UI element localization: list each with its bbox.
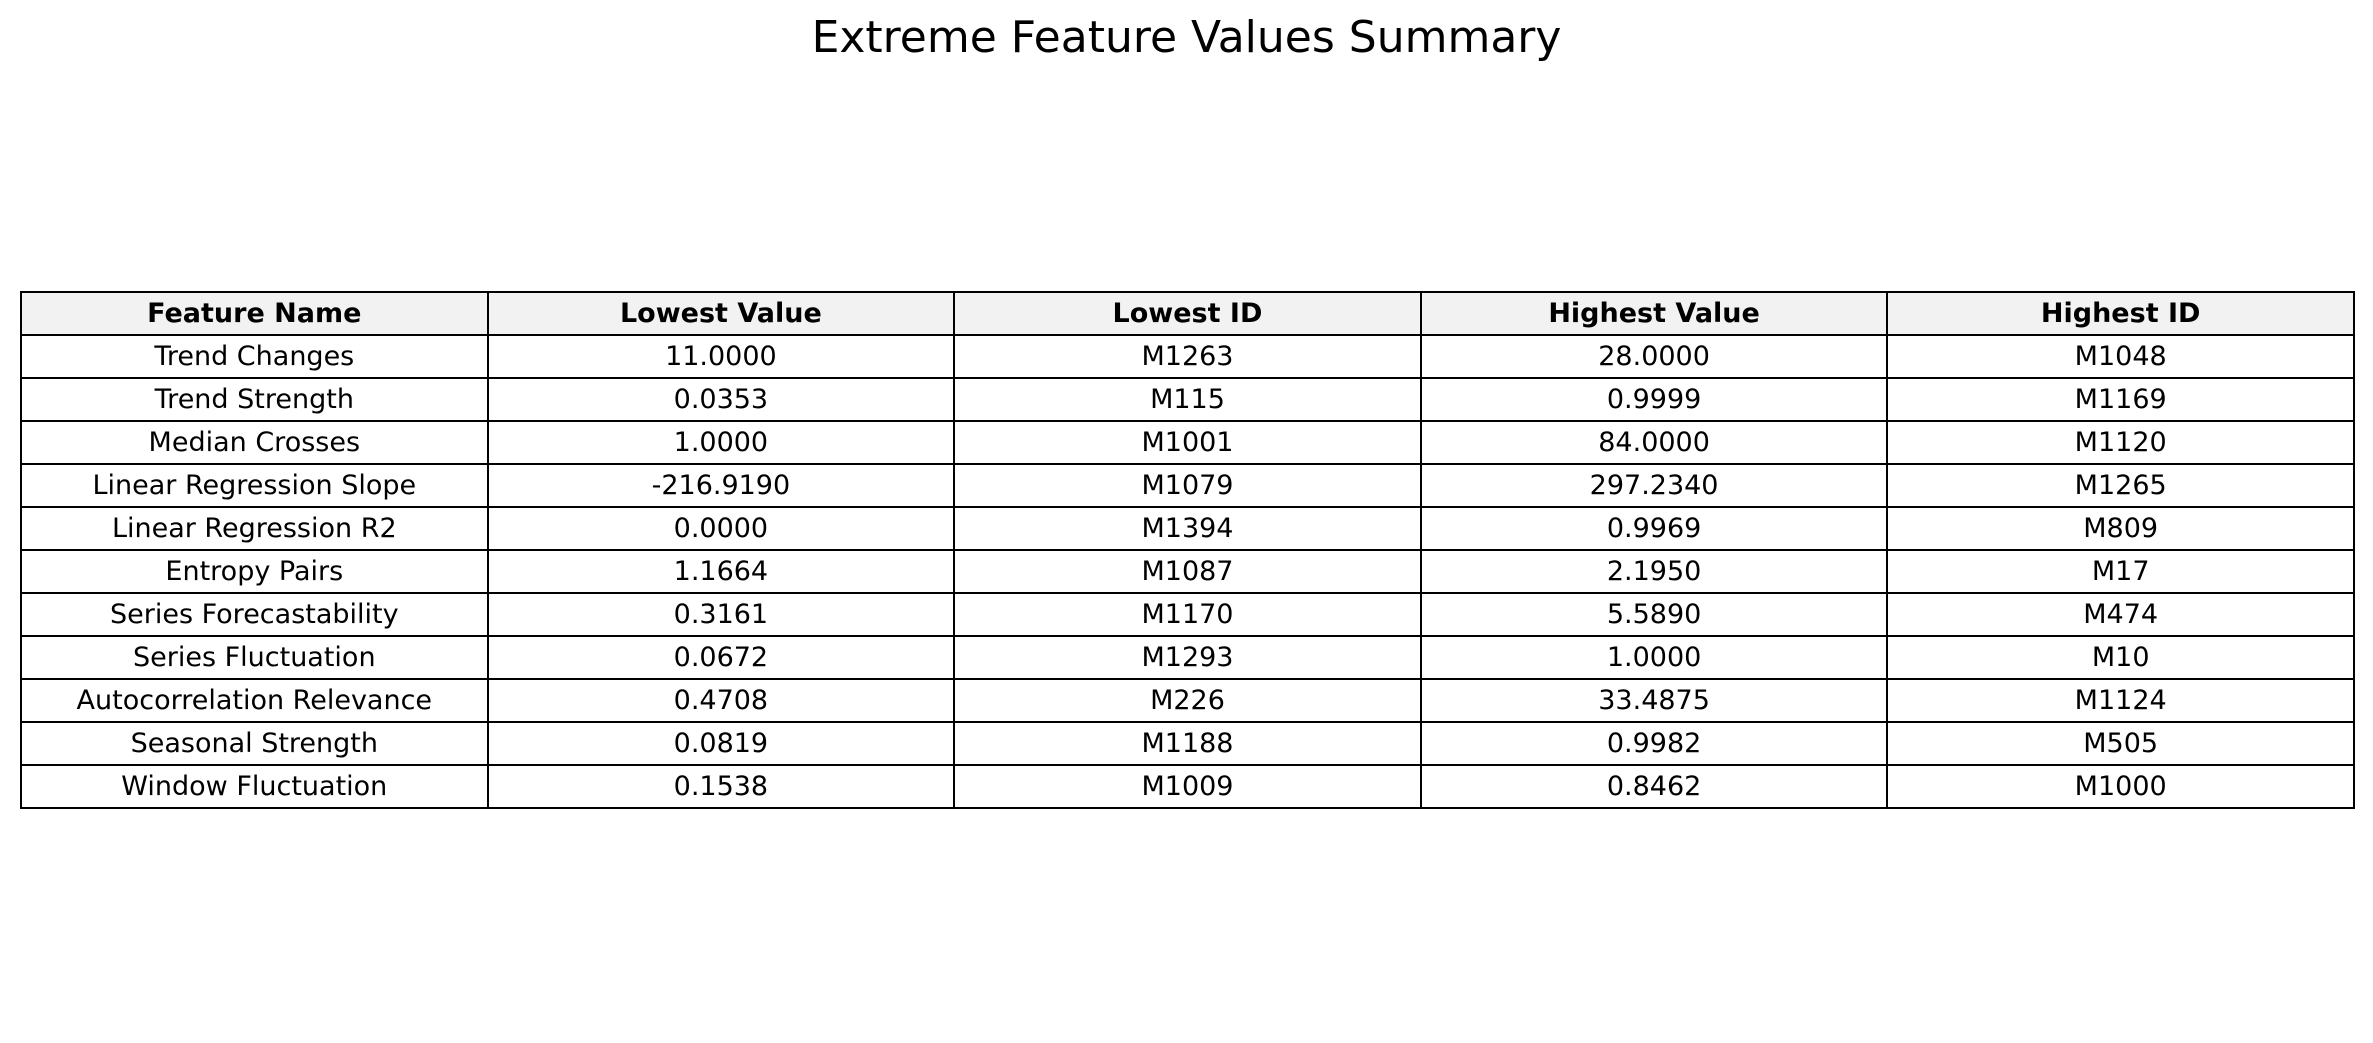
table-body: Trend Changes 11.0000 M1263 28.0000 M1048 Tre… [20,334,2355,809]
table-cell-highest-id: M505 [1886,721,2355,766]
table-row: Median Crosses 1.0000 M1001 84.0000 M1120 [20,420,2355,465]
extreme-feature-values-table: Feature Name Lowest Value Lowest ID Highest… [20,291,2355,809]
table-cell-highest-id: M809 [1886,506,2355,551]
table-cell-lowest-value: -216.9190 [486,463,956,508]
table-cell-lowest-id: M226 [953,678,1422,723]
table-cell-lowest-value: 0.0819 [486,721,956,766]
table-cell-feature-name: Entropy Pairs [20,549,489,594]
table-cell-lowest-value: 1.1664 [486,549,956,594]
table-cell-highest-id: M1169 [1886,377,2355,422]
table-row: Autocorrelation Relevance 0.4708 M226 33.48… [20,678,2355,723]
table-row: Seasonal Strength 0.0819 M1188 0.9982 M505 [20,721,2355,766]
table-cell-lowest-id: M1001 [953,420,1422,465]
column-header-lowest-value: Lowest Value [486,291,956,336]
table-cell-lowest-value: 11.0000 [486,334,956,379]
table-cell-lowest-id: M1293 [953,635,1422,680]
table-row: Entropy Pairs 1.1664 M1087 2.1950 M17 [20,549,2355,594]
table-cell-highest-id: M1124 [1886,678,2355,723]
table-cell-highest-value: 33.4875 [1419,678,1889,723]
table-cell-lowest-id: M115 [953,377,1422,422]
table-cell-lowest-id: M1394 [953,506,1422,551]
table-cell-feature-name: Trend Strength [20,377,489,422]
column-header-highest-value: Highest Value [1419,291,1889,336]
chart-title: Extreme Feature Values Summary [811,12,1562,63]
table-cell-feature-name: Linear Regression Slope [20,463,489,508]
table-cell-lowest-value: 0.0672 [486,635,956,680]
table-cell-highest-id: M1265 [1886,463,2355,508]
table-cell-highest-id: M10 [1886,635,2355,680]
table-row: Series Forecastability 0.3161 M1170 5.5890 M… [20,592,2355,637]
table-cell-highest-value: 1.0000 [1419,635,1889,680]
table-cell-highest-value: 28.0000 [1419,334,1889,379]
table-cell-feature-name: Series Fluctuation [20,635,489,680]
table-cell-feature-name: Median Crosses [20,420,489,465]
table-cell-lowest-value: 1.0000 [486,420,956,465]
table-cell-feature-name: Trend Changes [20,334,489,379]
summary-table-container: Feature Name Lowest Value Lowest ID Highest… [20,291,2355,809]
table-cell-lowest-value: 0.3161 [486,592,956,637]
table-cell-highest-value: 2.1950 [1419,549,1889,594]
table-row: Trend Strength 0.0353 M115 0.9999 M1169 [20,377,2355,422]
table-cell-lowest-id: M1087 [953,549,1422,594]
column-header-feature-name: Feature Name [20,291,489,336]
table-cell-lowest-id: M1009 [953,764,1422,809]
table-cell-highest-value: 84.0000 [1419,420,1889,465]
table-cell-feature-name: Autocorrelation Relevance [20,678,489,723]
table-cell-highest-id: M474 [1886,592,2355,637]
table-cell-highest-id: M1048 [1886,334,2355,379]
table-row: Trend Changes 11.0000 M1263 28.0000 M1048 [20,334,2355,379]
table-cell-lowest-value: 0.4708 [486,678,956,723]
table-cell-highest-value: 0.8462 [1419,764,1889,809]
table-cell-highest-value: 0.9969 [1419,506,1889,551]
table-cell-highest-id: M17 [1886,549,2355,594]
table-cell-lowest-value: 0.0000 [486,506,956,551]
column-header-highest-id: Highest ID [1886,291,2355,336]
table-cell-lowest-value: 0.1538 [486,764,956,809]
table-header: Feature Name Lowest Value Lowest ID Highest… [20,291,2355,336]
table-cell-highest-value: 0.9982 [1419,721,1889,766]
table-row: Window Fluctuation 0.1538 M1009 0.8462 M1000 [20,764,2355,809]
table-cell-lowest-value: 0.0353 [486,377,956,422]
table-cell-highest-id: M1120 [1886,420,2355,465]
table-cell-feature-name: Linear Regression R2 [20,506,489,551]
table-cell-highest-id: M1000 [1886,764,2355,809]
table-cell-lowest-id: M1263 [953,334,1422,379]
table-cell-feature-name: Series Forecastability [20,592,489,637]
table-cell-feature-name: Seasonal Strength [20,721,489,766]
table-cell-lowest-id: M1188 [953,721,1422,766]
header-row: Feature Name Lowest Value Lowest ID Highest… [20,291,2355,336]
table-row: Linear Regression Slope -216.9190 M1079 297… [20,463,2355,508]
table-cell-highest-value: 0.9999 [1419,377,1889,422]
table-cell-highest-value: 5.5890 [1419,592,1889,637]
table-cell-highest-value: 297.2340 [1419,463,1889,508]
table-cell-lowest-id: M1170 [953,592,1422,637]
table-row: Linear Regression R2 0.0000 M1394 0.9969 M80… [20,506,2355,551]
table-cell-lowest-id: M1079 [953,463,1422,508]
column-header-lowest-id: Lowest ID [953,291,1422,336]
table-row: Series Fluctuation 0.0672 M1293 1.0000 M10 [20,635,2355,680]
table-cell-feature-name: Window Fluctuation [20,764,489,809]
